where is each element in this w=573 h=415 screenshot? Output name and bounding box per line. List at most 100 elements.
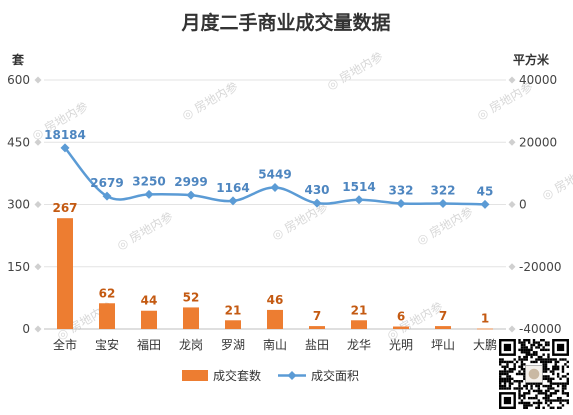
- category-label: 龙华: [347, 338, 371, 352]
- qr-module: [547, 353, 550, 356]
- qr-module: [564, 382, 567, 385]
- qr-module: [547, 389, 550, 393]
- line-label: 18184: [44, 128, 86, 142]
- left-tick-marker: [34, 201, 42, 208]
- qr-module: [552, 365, 555, 368]
- qr-module: [544, 401, 548, 405]
- qr-module: [564, 387, 567, 390]
- qr-module: [544, 377, 548, 381]
- qr-module: [542, 367, 545, 371]
- qr-module: [527, 401, 531, 405]
- qr-module: [518, 382, 521, 385]
- qr-module: [559, 358, 562, 361]
- qr-module: [556, 375, 560, 378]
- qr-module: [552, 370, 555, 373]
- left-tick-marker: [34, 138, 42, 146]
- left-tick-label: 0: [22, 322, 30, 336]
- line-point: [354, 195, 364, 205]
- qr-module: [525, 387, 528, 390]
- qr-module: [544, 384, 548, 388]
- right-axis-ticks: -40000 -20000 0 20000 40000: [519, 73, 562, 336]
- qr-module: [556, 382, 560, 385]
- qr-module: [552, 387, 555, 390]
- qr-module: [549, 387, 553, 390]
- qr-module: [542, 377, 545, 381]
- qr-module: [520, 365, 524, 368]
- qr-module: [559, 396, 562, 400]
- qr-module: [525, 358, 528, 361]
- qr-module: [501, 384, 504, 388]
- qr-module: [530, 396, 533, 400]
- qr-module: [544, 348, 548, 352]
- line-point: [60, 143, 70, 153]
- qr-module: [511, 367, 514, 371]
- qr-module: [554, 399, 557, 402]
- qr-module: [523, 392, 526, 395]
- qr-module: [532, 341, 536, 344]
- qr-module: [530, 355, 533, 359]
- bar-label: 7: [439, 309, 447, 323]
- qr-module: [559, 377, 562, 381]
- qr-module: [540, 358, 543, 361]
- line-series: [60, 143, 490, 209]
- qr-module: [547, 358, 550, 361]
- qr-module: [549, 382, 553, 385]
- qr-module: [513, 367, 516, 371]
- qr-module: [530, 343, 533, 347]
- qr-module: [561, 365, 565, 368]
- qr-module: [542, 346, 545, 349]
- qr-module: [523, 401, 526, 405]
- qr-module: [501, 377, 504, 381]
- qr-module: [499, 372, 502, 376]
- qr-module: [508, 370, 512, 373]
- qr-module: [520, 394, 524, 397]
- qr-module: [515, 360, 519, 364]
- bar-label: 21: [225, 303, 242, 317]
- qr-module: [544, 367, 548, 371]
- line-data-labels: 18184 2679 3250 2999 1164 5449 430 1514 332 322 45: [44, 128, 493, 198]
- line-label: 1514: [342, 180, 375, 194]
- qr-module: [537, 392, 541, 395]
- qr-module: [518, 401, 521, 405]
- qr-module: [547, 377, 550, 381]
- qr-module: [540, 343, 543, 347]
- qr-module: [544, 360, 548, 364]
- qr-module: [540, 401, 543, 405]
- qr-module: [561, 399, 565, 402]
- qr-module: [508, 367, 512, 371]
- qr-module: [508, 375, 512, 378]
- qr-module: [501, 370, 504, 373]
- qr-module: [549, 377, 553, 381]
- qr-module: [523, 351, 526, 354]
- qr-module: [499, 358, 502, 361]
- qr-module: [530, 353, 533, 356]
- qr-module: [503, 384, 507, 388]
- qr-module: [547, 394, 550, 397]
- qr-module: [501, 358, 504, 361]
- qr-module: [554, 360, 557, 364]
- qr-module: [508, 382, 512, 385]
- qr-module: [566, 399, 569, 402]
- qr-module: [530, 387, 533, 390]
- qr-module: [523, 375, 526, 378]
- qr-module: [520, 399, 524, 402]
- qr-module: [544, 375, 548, 378]
- qr-module: [554, 392, 557, 395]
- qr-module: [537, 399, 541, 402]
- qr-module: [527, 404, 531, 407]
- qr-module: [506, 387, 509, 390]
- qr-module: [535, 406, 538, 409]
- qr-module: [532, 389, 536, 393]
- qr-module: [523, 367, 526, 371]
- qr-module: [515, 387, 519, 390]
- qr-module: [501, 365, 504, 368]
- line-label: 322: [430, 183, 455, 197]
- line-point: [144, 189, 154, 199]
- qr-module: [542, 353, 545, 356]
- qr-module: [532, 396, 536, 400]
- legend: 成交套数 成交面积: [182, 368, 359, 383]
- qr-module: [506, 363, 509, 366]
- qr-code: [499, 339, 569, 409]
- qr-module: [503, 367, 507, 371]
- right-tick-label: 20000: [519, 135, 557, 149]
